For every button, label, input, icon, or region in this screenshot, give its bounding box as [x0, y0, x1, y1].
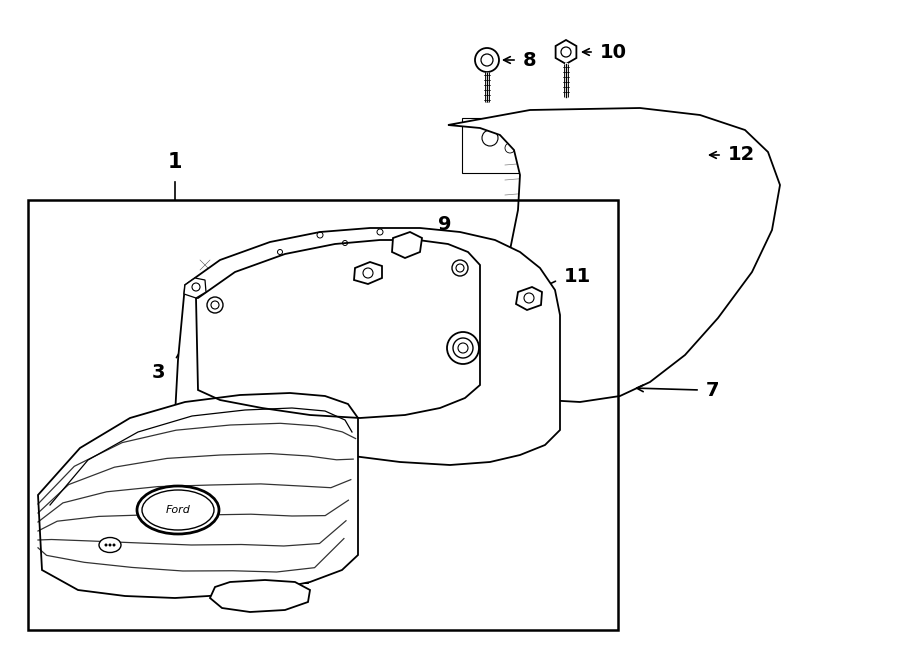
- Text: 4: 4: [406, 245, 419, 264]
- Bar: [558, 215, 603, 245]
- Polygon shape: [180, 240, 538, 450]
- Polygon shape: [516, 287, 542, 310]
- Ellipse shape: [137, 486, 219, 534]
- Text: 8: 8: [523, 50, 536, 69]
- Circle shape: [447, 332, 479, 364]
- Circle shape: [109, 543, 112, 547]
- Polygon shape: [392, 232, 422, 258]
- Polygon shape: [354, 262, 382, 284]
- Circle shape: [207, 297, 223, 313]
- Text: 3: 3: [151, 362, 165, 381]
- Polygon shape: [180, 240, 538, 450]
- Text: Ford: Ford: [166, 505, 191, 515]
- Polygon shape: [605, 190, 775, 378]
- Polygon shape: [184, 278, 206, 298]
- Ellipse shape: [683, 148, 705, 162]
- Text: 6: 6: [499, 360, 513, 379]
- Ellipse shape: [99, 537, 121, 553]
- Text: 9: 9: [438, 215, 452, 233]
- Text: 5: 5: [244, 508, 257, 527]
- Text: 12: 12: [728, 145, 755, 165]
- Text: 2: 2: [296, 568, 310, 588]
- Circle shape: [452, 260, 468, 276]
- Text: 11: 11: [564, 266, 591, 286]
- Polygon shape: [555, 40, 576, 64]
- Text: 1: 1: [167, 152, 182, 172]
- Circle shape: [475, 48, 499, 72]
- Polygon shape: [38, 393, 358, 598]
- Polygon shape: [210, 580, 310, 612]
- Bar: [462, 118, 562, 173]
- Polygon shape: [175, 228, 560, 465]
- Bar: [28, 200, 618, 630]
- Circle shape: [104, 543, 107, 547]
- Polygon shape: [448, 108, 780, 402]
- Text: 7: 7: [706, 381, 719, 399]
- Polygon shape: [196, 240, 480, 418]
- Polygon shape: [690, 162, 698, 200]
- Circle shape: [112, 543, 115, 547]
- Text: 10: 10: [600, 42, 627, 61]
